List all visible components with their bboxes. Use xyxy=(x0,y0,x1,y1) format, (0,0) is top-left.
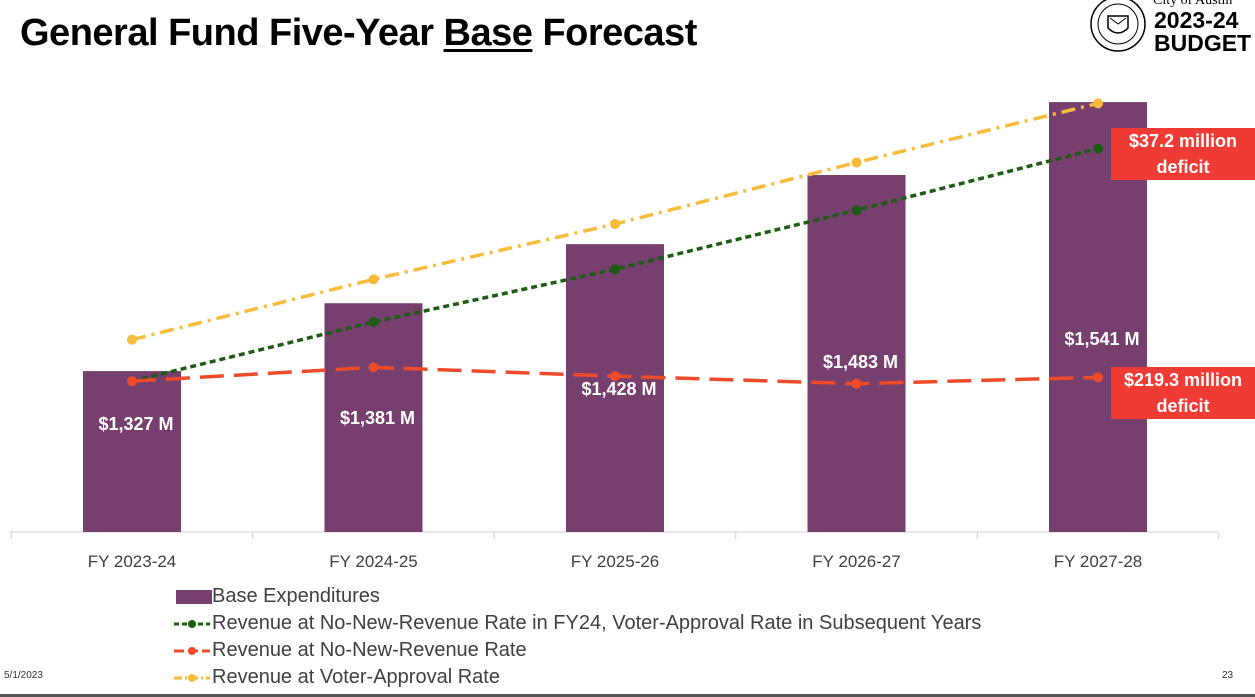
legend-label: Revenue at No-New-Revenue Rate xyxy=(212,639,527,661)
x-tick-label: FY 2027-28 xyxy=(1054,552,1143,571)
line-point xyxy=(610,219,620,230)
x-tick-label: FY 2025-26 xyxy=(571,552,660,571)
x-tick-label: FY 2023-24 xyxy=(88,552,177,571)
legend-item-var: Revenue at Voter-Approval Rate xyxy=(170,664,981,691)
page-title: General Fund Five-Year Base Forecast xyxy=(20,12,697,55)
logo-year: 2023-24 xyxy=(1154,7,1239,33)
bar-data-label: $1,541 M xyxy=(1064,329,1139,349)
bar-FY 2024-25 xyxy=(324,303,423,532)
title-text-end: Forecast xyxy=(532,12,697,54)
legend-swatch-line xyxy=(174,619,210,628)
legend-item-nnr: Revenue at No-New-Revenue Rate xyxy=(170,637,981,664)
callout-label: deficit xyxy=(1156,157,1210,177)
chart-legend: Base Expenditures Revenue at No-New-Reve… xyxy=(170,583,981,691)
legend-label: Base Expenditures xyxy=(212,585,380,607)
deficit-callout-nnr: $219.3 million deficit xyxy=(1111,367,1255,419)
bar-FY 2023-24 xyxy=(83,371,181,532)
line-point xyxy=(1093,372,1103,383)
line-point xyxy=(851,205,862,216)
page-number: 23 xyxy=(1222,670,1234,681)
footer-date: 5/1/2023 xyxy=(4,670,43,681)
legend-label: Revenue at No-New-Revenue Rate in FY24, … xyxy=(212,612,982,634)
bar-data-label: $1,381 M xyxy=(340,408,415,428)
callout-label: deficit xyxy=(1156,396,1210,416)
line-point xyxy=(610,264,620,275)
bar-FY 2026-27 xyxy=(807,175,906,532)
callout-amount: $37.2 million xyxy=(1128,131,1238,151)
bar-FY 2025-26 xyxy=(566,244,664,532)
line-point xyxy=(368,317,379,328)
callout-amount: $219.3 million xyxy=(1123,370,1243,390)
line-point xyxy=(127,334,137,345)
legend-label: Revenue at Voter-Approval Rate xyxy=(212,666,500,688)
x-tick-label: FY 2026-27 xyxy=(812,552,901,571)
title-underlined: Base xyxy=(443,12,533,54)
bar-data-label: $1,428 M xyxy=(581,379,656,399)
legend-swatch-bar xyxy=(176,589,212,604)
forecast-chart: $1,327 M FY 2023-24 $1,381 M FY 2024-25 $1,4… xyxy=(10,98,1220,571)
line-point xyxy=(851,157,862,168)
line-point xyxy=(1093,143,1103,154)
x-tick-label: FY 2024-25 xyxy=(329,552,418,571)
line-point xyxy=(127,376,137,387)
logo-budget: BUDGET xyxy=(1154,30,1252,56)
legend-item-base: Base Expenditures xyxy=(170,583,981,610)
budget-logo: City of Austin 2023-24 BUDGET xyxy=(1088,0,1255,58)
line-point xyxy=(610,371,620,382)
line-point xyxy=(1093,98,1103,109)
legend-item-nnr-var: Revenue at No-New-Revenue Rate in FY24, … xyxy=(170,610,981,637)
deficit-callout-nnr-var: $37.2 million deficit xyxy=(1111,128,1255,180)
bar-data-label: $1,483 M xyxy=(823,352,898,372)
footer-rule xyxy=(0,694,1255,697)
line-point xyxy=(851,378,862,389)
city-seal-icon xyxy=(1090,0,1146,52)
title-text: General Fund Five-Year xyxy=(20,12,444,54)
logo-city: City of Austin xyxy=(1153,0,1233,8)
legend-swatch-line xyxy=(174,646,210,655)
bar-data-label: $1,327 M xyxy=(98,414,173,434)
legend-swatch-line xyxy=(174,673,210,682)
line-point xyxy=(368,274,379,285)
line-point xyxy=(368,362,379,373)
